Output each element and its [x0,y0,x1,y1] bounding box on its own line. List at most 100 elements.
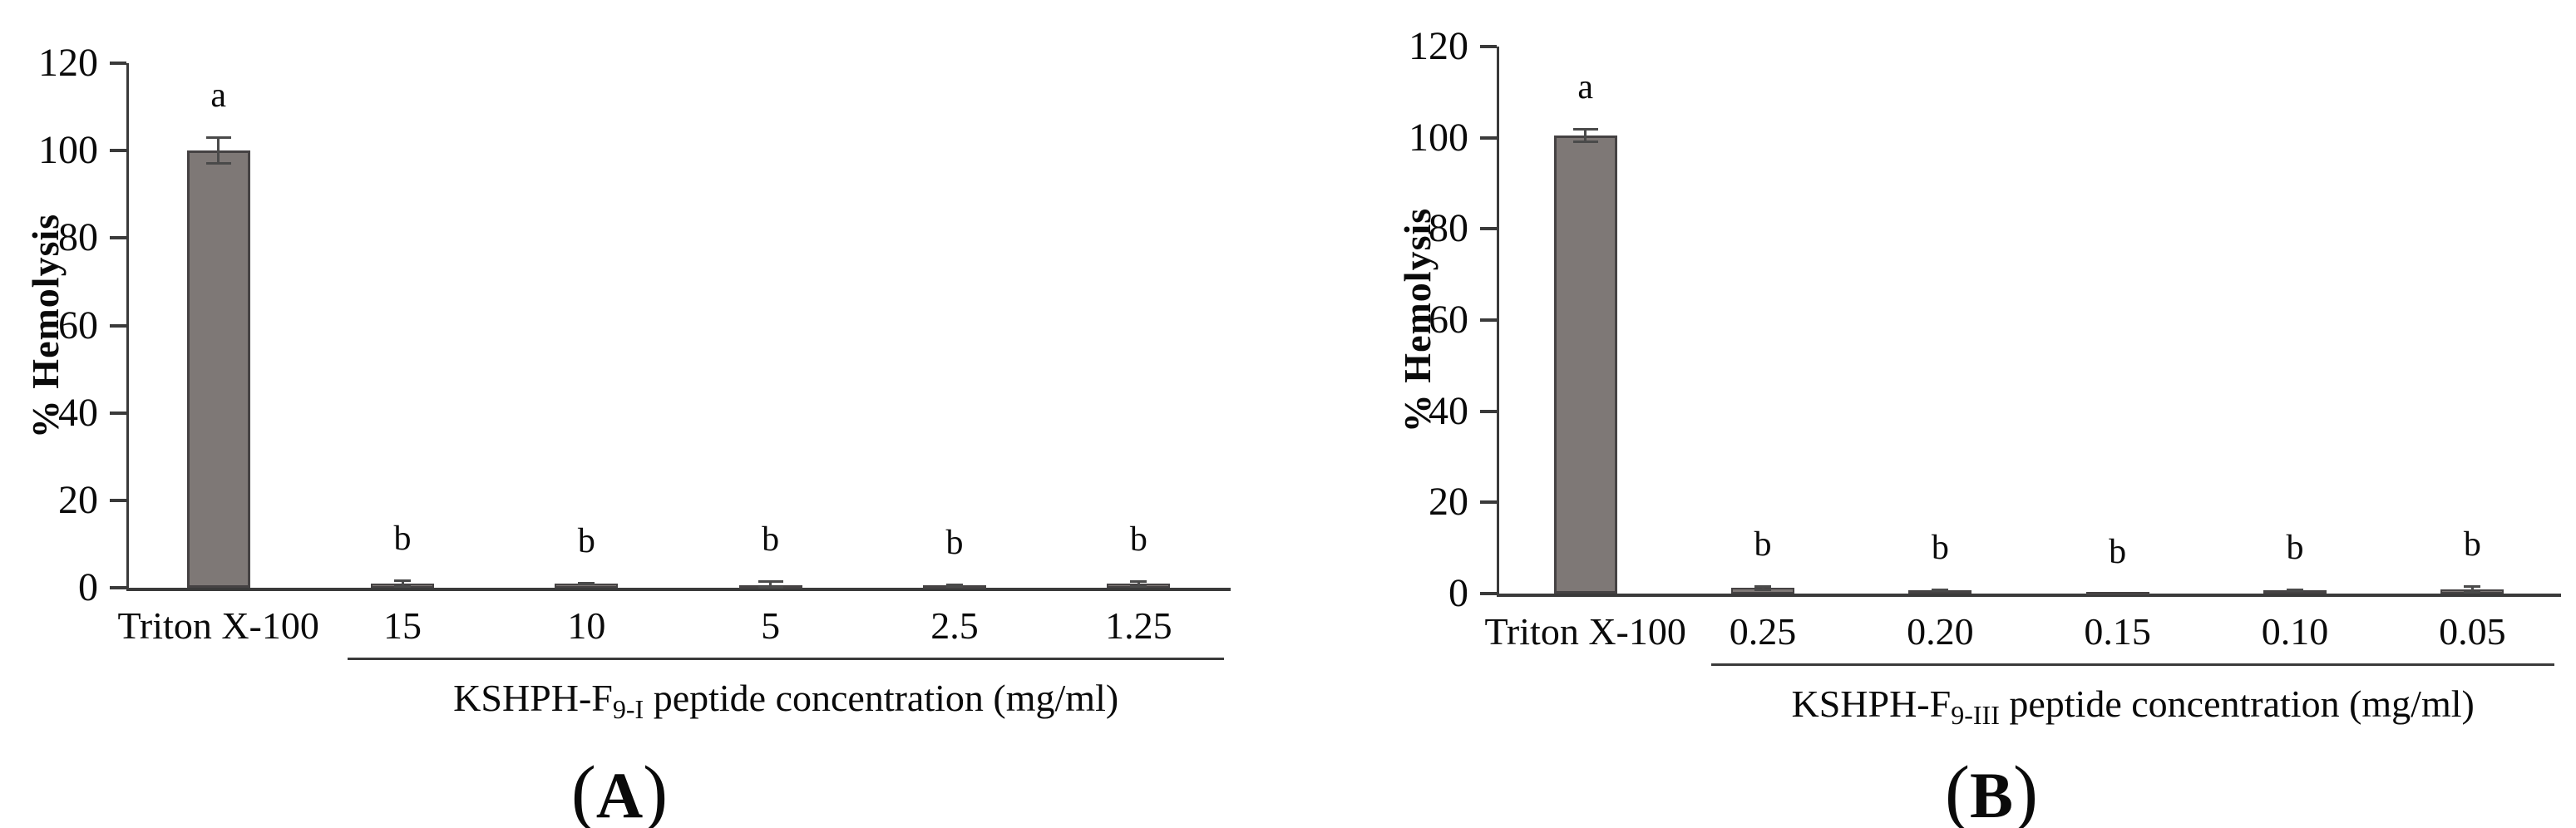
y-axis-title: % Hemolysis [24,213,67,438]
category-label: 0.05 [2439,610,2506,653]
bar [2085,592,2149,595]
y-tick [110,586,126,589]
category-label: 1.25 [1105,604,1172,647]
group-axis-title: KSHPH-F9-I peptide concentration (mg/ml) [204,671,1368,726]
error-bar-cap [758,586,783,589]
error-bar-cap [946,584,963,588]
error-bar-stem [2470,586,2474,593]
y-tick [1480,592,1497,595]
y-tick [110,498,126,502]
group-axis-title-prefix: KSHPH-F [1791,683,1952,725]
error-bar-cap [2464,585,2481,589]
y-tick-label: 20 [58,477,98,522]
category-label: 10 [567,604,606,647]
y-tick-label: 0 [78,565,98,609]
category-label: Triton X-100 [1484,610,1686,653]
significance-letter: a [1577,67,1593,106]
error-bar-stem [1137,580,1140,587]
y-tick [1480,500,1497,505]
error-bar-cap [1130,579,1147,583]
y-tick [110,236,126,240]
error-bar-cap [205,136,231,140]
error-bar-cap [394,585,411,589]
y-tick-label: 40 [1429,388,1468,433]
error-bar-cap [578,583,595,586]
error-bar-cap [205,161,231,165]
y-tick-label: 120 [38,41,98,85]
error-bar-cap [2464,590,2481,594]
y-tick [1480,318,1497,322]
error-bar-stem [769,580,772,588]
group-axis-title-prefix: KSHPH-F [453,677,613,719]
category-label: 0.25 [1729,610,1797,653]
error-bar-cap [1130,584,1147,588]
error-bar-stem [401,580,404,588]
significance-letter: a [210,76,226,116]
significance-letter: b [1931,528,1949,567]
panel-label: (B) [1825,747,2158,828]
error-bar-cap [1754,584,1771,588]
group-axis-line [1711,663,2554,666]
panel-label-open-paren: ( [570,752,596,828]
panel-label-letter: A [595,759,644,828]
y-tick-label: 20 [1429,480,1468,525]
significance-letter: b [2463,525,2481,564]
group-axis-title-suffix: peptide concentration (mg/ml) [1999,683,2475,725]
y-tick-label: 60 [1429,298,1468,342]
group-axis-title: KSHPH-F9-III peptide concentration (mg/m… [1551,677,2576,732]
category-label: 0.10 [2261,610,2329,653]
y-axis-line [1497,47,1499,597]
group-axis-title-subscript: 9-I [612,693,644,724]
group-axis-title-suffix: peptide concentration (mg/ml) [644,677,1119,719]
error-bar-cap [1572,140,1598,144]
panel-label-close-paren: ) [643,752,669,828]
y-tick-label: 100 [1409,115,1468,160]
y-axis-line [126,63,129,591]
significance-letter: b [945,523,964,562]
x-axis-line [1497,594,2561,597]
x-axis-line [126,588,1231,591]
y-tick [110,62,126,65]
significance-letter: b [577,522,595,561]
y-tick-label: 80 [58,215,98,260]
error-bar-cap [946,583,963,586]
panel-label-letter: B [1969,759,2014,828]
group-axis-title-subscript: 9-III [1951,699,2000,730]
significance-letter: b [2109,532,2127,571]
error-bar-cap [1932,589,1949,592]
category-label: 2.5 [930,604,979,647]
y-tick-label: 40 [58,390,98,435]
category-label: 15 [383,604,422,647]
bar [186,150,250,588]
error-bar-cap [2287,589,2303,593]
category-label: Triton X-100 [117,604,319,647]
y-axis-title: % Hemolysis [1396,207,1439,433]
y-tick [110,149,126,153]
category-label: 5 [761,604,781,647]
group-axis-line [348,658,1224,660]
error-bar-cap [394,579,411,583]
y-tick [110,411,126,415]
significance-letter: b [762,520,780,559]
y-tick-label: 100 [38,128,98,173]
category-label: 0.15 [2084,610,2151,653]
y-tick [1480,45,1497,48]
category-label: 0.20 [1907,610,1974,653]
y-tick-label: 60 [58,303,98,347]
bar [1553,135,1617,594]
significance-letter: b [2286,529,2304,568]
significance-letter: b [1754,525,1772,564]
error-bar-stem [1761,585,1764,591]
y-tick [1480,227,1497,231]
significance-letter: b [1129,520,1147,559]
y-tick [1480,409,1497,413]
significance-letter: b [393,520,412,559]
error-bar-cap [758,579,783,583]
y-tick-label: 120 [1409,24,1468,68]
error-bar-cap [1572,127,1598,131]
y-tick [110,323,126,328]
error-bar-stem [217,137,220,164]
panel-label-close-paren: ) [2013,752,2038,828]
y-tick-label: 0 [1448,571,1468,615]
